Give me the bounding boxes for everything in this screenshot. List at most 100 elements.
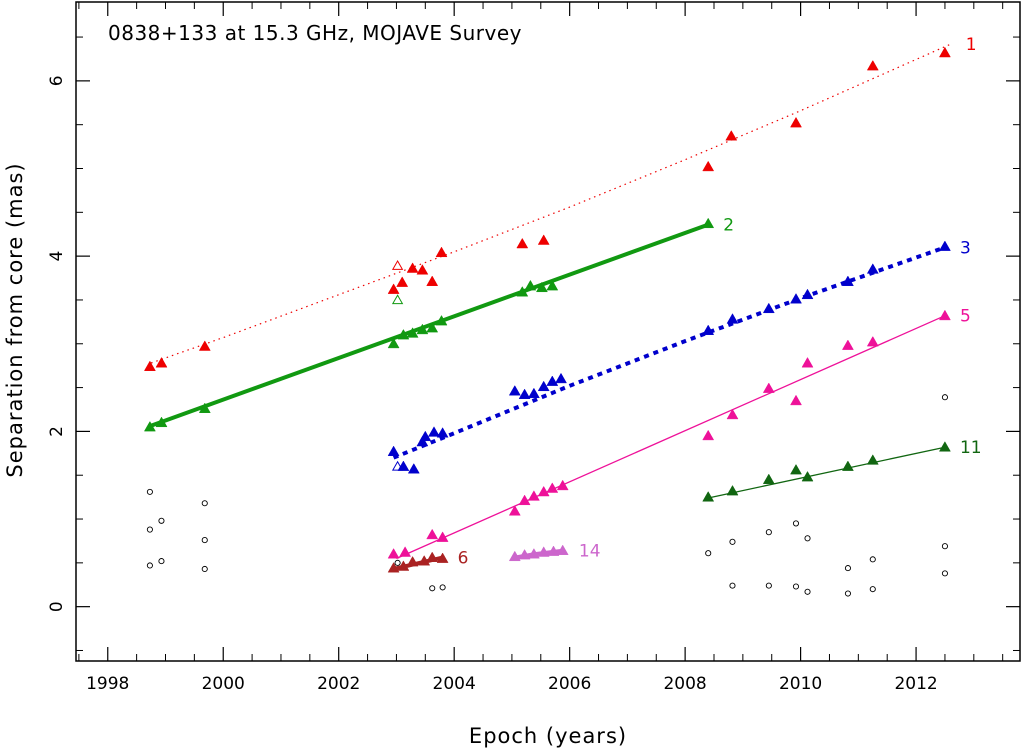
data-point-component-1: [516, 237, 529, 249]
plot-frame: [75, 1, 1021, 662]
data-point-component-3: [801, 288, 814, 300]
component-label-1: 1: [966, 35, 977, 55]
tick-labels: 1998 2000 2002 2004 2006 2008 2010 2012 0 2 4 6 1 2 3 5…: [47, 35, 982, 694]
data-point-component-11: [866, 454, 879, 465]
chart-title: 0838+133 at 15.3 GHz, MOJAVE Survey: [108, 21, 522, 45]
component-label-6: 6: [458, 549, 469, 569]
data-point-component-11: [938, 441, 951, 452]
data-point-component-5: [801, 356, 814, 368]
unassigned-point: [844, 565, 851, 572]
data-point-component-3: [702, 324, 715, 335]
data-point-component-6: [418, 555, 431, 566]
data-point-component-1: [155, 356, 168, 368]
unassigned-point: [158, 517, 165, 524]
data-point-component-1: [426, 275, 439, 286]
data-point-component-14: [556, 544, 569, 555]
open-point-component-3: [391, 460, 404, 471]
unassigned-point: [941, 570, 948, 577]
data-point-component-11: [726, 484, 739, 496]
data-point-component-5: [387, 548, 400, 559]
data-point-component-2: [702, 217, 715, 229]
component-label-3: 3: [960, 238, 971, 258]
unassigned-point: [439, 584, 446, 591]
data-point-component-5: [841, 339, 854, 350]
data-point-component-2: [406, 327, 419, 338]
data-point-component-2: [524, 279, 537, 291]
data-point-component-5: [726, 408, 739, 420]
x-tick-label: 1998: [86, 674, 129, 694]
data-point-component-2: [397, 328, 410, 340]
data-point-component-14: [537, 546, 550, 557]
fit-line-component-11: [708, 446, 946, 499]
data-point-component-1: [938, 46, 951, 58]
data-point-component-3: [387, 445, 400, 456]
data-point-component-3: [726, 313, 739, 324]
open-point-component-1: [391, 259, 404, 270]
x-tick-label: 2000: [202, 674, 245, 694]
data-point-component-3: [762, 302, 775, 314]
data-point-component-5: [518, 494, 531, 506]
data-point-component-5: [436, 531, 449, 542]
data-point-component-14: [547, 545, 560, 556]
data-point-component-3: [841, 275, 854, 286]
data-point-component-1: [435, 246, 448, 258]
data-point-component-5: [508, 505, 521, 516]
unassigned-point: [158, 558, 165, 565]
data-point-component-3: [555, 372, 567, 384]
unassigned-point: [146, 562, 153, 569]
data-point-component-3: [866, 263, 879, 274]
data-point-component-5: [546, 482, 559, 493]
data-point-component-5: [426, 528, 439, 540]
x-tick-label: 2010: [779, 674, 822, 694]
unassigned-point: [705, 550, 712, 557]
data-point-component-1: [702, 160, 715, 172]
data-point-component-2: [546, 279, 559, 291]
data-point-component-3: [518, 388, 531, 399]
data-point-component-5: [866, 335, 879, 347]
unassigned-point: [201, 537, 208, 544]
data-point-component-3: [546, 375, 559, 386]
data-point-component-1: [416, 264, 429, 275]
data-point-component-2: [435, 314, 448, 326]
unassigned-point: [804, 535, 811, 542]
data-point-component-3: [527, 387, 540, 399]
x-tick-label: 2012: [894, 674, 937, 694]
data-point-component-2: [143, 420, 156, 432]
data-point-component-2: [198, 402, 211, 413]
data-point-component-1: [396, 276, 409, 287]
data-point-component-3: [537, 380, 550, 392]
data-point-component-14: [508, 550, 521, 562]
component-label-5: 5: [960, 307, 971, 327]
unassigned-point: [146, 488, 153, 495]
data-point-component-1: [406, 262, 419, 273]
data-point-component-11: [841, 460, 854, 471]
y-tick-label: 4: [47, 251, 67, 262]
unassigned-point: [941, 394, 948, 401]
data-points: [143, 46, 951, 597]
unassigned-point: [201, 565, 208, 573]
data-point-component-5: [556, 479, 569, 491]
x-tick-label: 2006: [548, 674, 591, 694]
y-tick-label: 2: [47, 426, 67, 437]
data-point-component-1: [387, 283, 400, 294]
component-label-14: 14: [579, 542, 601, 562]
data-point-component-3: [416, 435, 429, 447]
unassigned-point: [792, 583, 800, 590]
unassigned-point: [201, 500, 208, 507]
fit-line-component-1: [150, 43, 951, 364]
data-point-component-11: [702, 491, 715, 502]
axis-ticks: [76, 2, 1020, 661]
data-point-component-5: [702, 429, 715, 441]
x-axis-title: Epoch (years): [469, 724, 627, 748]
unassigned-point: [729, 538, 736, 545]
component-label-11: 11: [960, 438, 982, 458]
data-point-component-6: [426, 551, 439, 562]
unassigned-point: [941, 543, 948, 550]
data-point-component-1: [790, 116, 802, 128]
data-point-component-5: [790, 394, 802, 406]
data-point-component-6: [406, 555, 419, 567]
x-tick-label: 2002: [317, 674, 360, 694]
data-point-component-11: [762, 473, 775, 484]
